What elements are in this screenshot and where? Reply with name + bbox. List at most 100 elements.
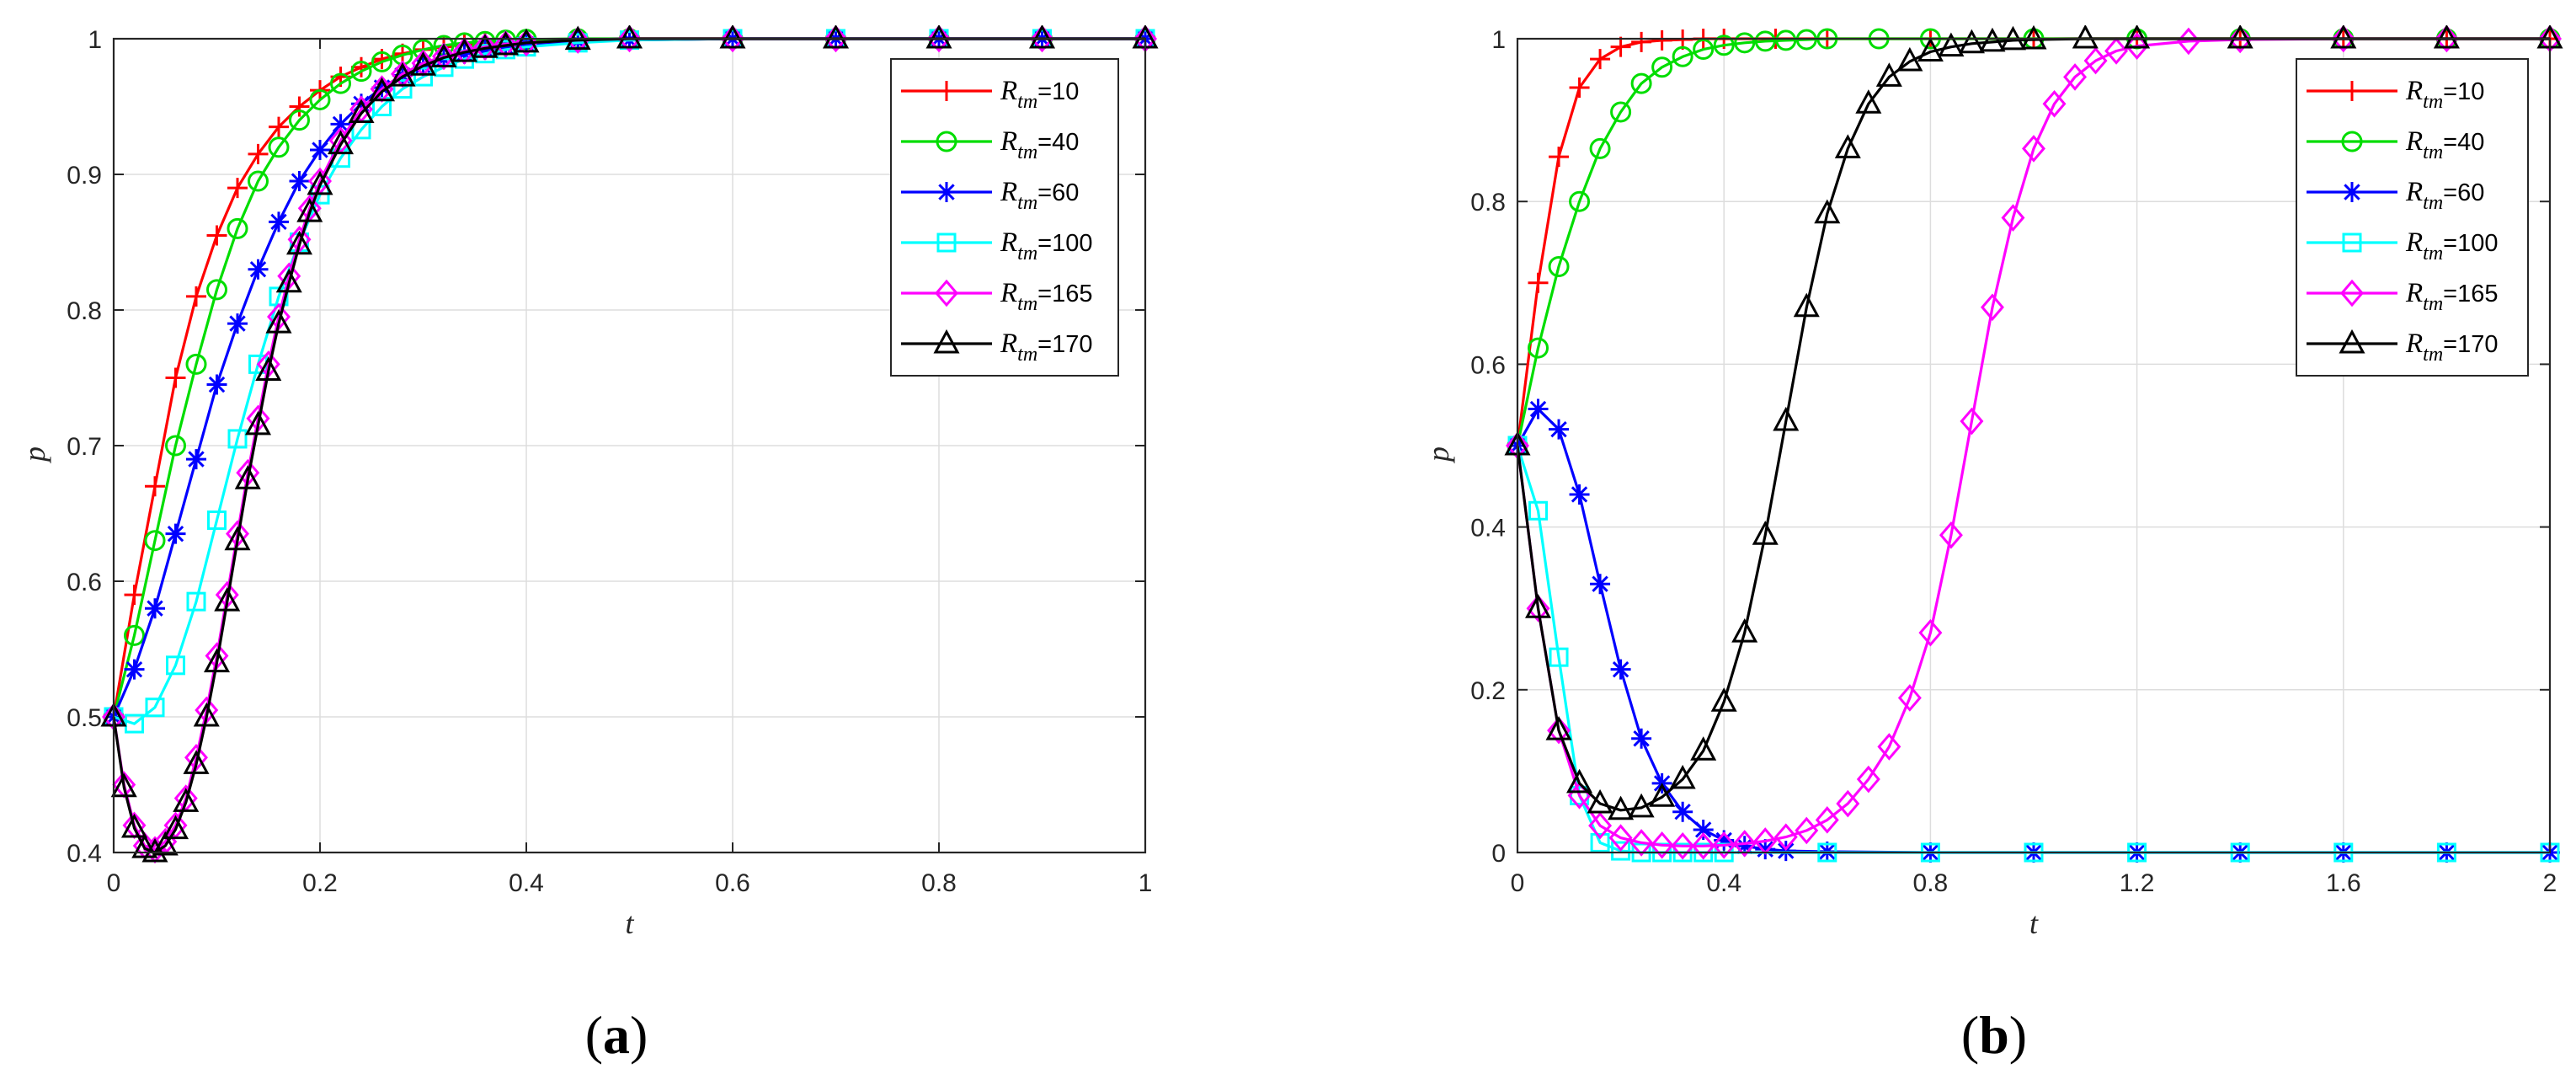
data-point <box>206 279 227 301</box>
data-point <box>203 648 231 673</box>
data-point <box>1631 31 1652 52</box>
data-point <box>719 25 746 49</box>
data-point <box>1525 594 1552 618</box>
data-point <box>1630 72 1652 94</box>
data-point <box>927 25 951 53</box>
data-point <box>368 77 396 102</box>
data-point <box>1528 272 1549 293</box>
legend-item-r165: Rtm=165 <box>2307 278 2499 315</box>
legend-marker <box>936 182 957 202</box>
data-point <box>165 523 186 544</box>
data-point <box>1754 30 1776 52</box>
data-point <box>1672 45 1693 67</box>
data-point <box>1775 841 1796 862</box>
data-point <box>1896 46 1923 72</box>
legend-marker <box>933 329 960 354</box>
data-point <box>473 33 497 61</box>
data-point <box>1628 793 1655 818</box>
data-point <box>207 510 227 531</box>
data-point <box>1587 788 1613 814</box>
data-point <box>2042 89 2067 118</box>
x-tick-label: 0.6 <box>715 869 750 897</box>
data-point <box>285 230 313 255</box>
data-point <box>1528 500 1549 521</box>
data-point <box>2063 63 2088 91</box>
y-tick-label: 0.4 <box>67 840 102 868</box>
data-point <box>1979 27 2006 52</box>
data-point <box>1693 39 1715 61</box>
data-point <box>372 97 392 116</box>
data-point <box>1610 36 1631 57</box>
y-tick-label: 0.8 <box>1470 189 1506 216</box>
data-point <box>392 79 413 99</box>
data-point <box>925 25 952 49</box>
data-point <box>166 655 185 676</box>
data-point <box>616 25 643 49</box>
data-point <box>1611 841 1631 861</box>
data-point <box>1629 829 1654 857</box>
data-point <box>1918 618 1943 647</box>
data-point <box>2083 46 2108 75</box>
data-point <box>1712 831 1736 859</box>
legend-label: Rtm=40 <box>1000 126 1079 163</box>
data-point <box>516 34 536 55</box>
data-point <box>1650 831 1674 859</box>
data-point <box>125 714 144 734</box>
data-point <box>244 410 272 436</box>
data-point <box>1569 190 1591 212</box>
x-tick-label: 1.2 <box>2120 869 2155 897</box>
y-tick-label: 1 <box>88 26 102 54</box>
data-point <box>1793 292 1820 318</box>
data-point <box>513 28 540 53</box>
data-point <box>265 308 292 334</box>
x-tick-label: 0.4 <box>509 869 544 897</box>
data-point <box>145 476 165 497</box>
series-r170 <box>100 25 1159 863</box>
data-point <box>451 37 478 62</box>
data-point <box>1897 684 1922 712</box>
data-point <box>1875 62 1902 87</box>
data-point <box>269 116 289 137</box>
data-point <box>1856 765 1880 794</box>
data-point <box>389 61 416 87</box>
data-point <box>1693 819 1714 840</box>
data-point <box>186 591 206 612</box>
legend-item-r60: Rtm=60 <box>901 177 1079 214</box>
data-point <box>1589 137 1611 159</box>
data-point <box>193 702 220 727</box>
legend-label: Rtm=170 <box>1000 329 1093 366</box>
data-point <box>1755 839 1776 860</box>
data-point <box>1030 25 1054 53</box>
data-point <box>1547 716 1571 745</box>
data-point <box>289 96 310 117</box>
data-point <box>141 837 168 863</box>
data-point <box>495 36 516 57</box>
data-point <box>1672 801 1693 822</box>
data-point <box>162 815 189 840</box>
data-point <box>1714 830 1735 851</box>
data-point <box>1815 806 1839 834</box>
y-tick-label: 0.8 <box>67 297 102 325</box>
data-point <box>1713 35 1735 56</box>
data-point <box>234 465 261 489</box>
y-tick-label: 0.6 <box>67 569 102 596</box>
data-point <box>1528 398 1549 420</box>
data-point <box>248 170 269 192</box>
x-tick-label: 0.4 <box>1706 869 1741 897</box>
x-tick-label: 2 <box>2543 869 2557 897</box>
data-point <box>2125 32 2149 60</box>
chart-panel-b: 0 0.4 0.8 1.2 1.6 200.20.40.60.81tpRtm=10Rtm=… <box>1421 25 2563 940</box>
data-point <box>1651 29 1672 51</box>
data-point <box>248 259 269 280</box>
data-point <box>1834 134 1861 158</box>
y-tick-label: 1 <box>1491 26 1506 54</box>
data-point <box>214 587 241 612</box>
legend-label: Rtm=60 <box>1000 177 1079 214</box>
data-point <box>371 51 392 72</box>
data-point <box>2331 25 2355 53</box>
data-point <box>822 25 850 49</box>
x-tick-label: 1.6 <box>2326 869 2361 897</box>
x-tick-label: 1 <box>1139 869 1153 897</box>
data-point <box>227 178 248 199</box>
